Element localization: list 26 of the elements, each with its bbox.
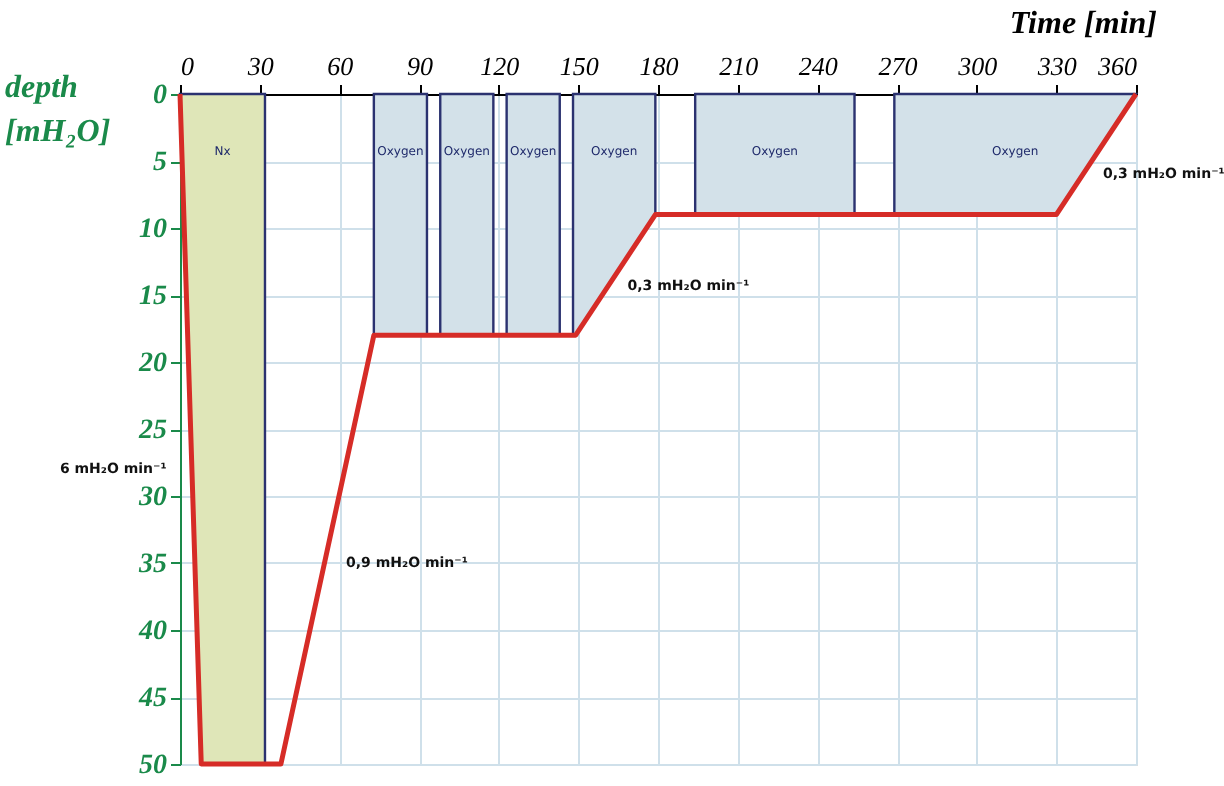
x-tick-label: 30 bbox=[245, 51, 275, 81]
y-tick-label: 50 bbox=[139, 751, 167, 781]
y-tick-label: 25 bbox=[137, 416, 167, 446]
x-tick-label: 300 bbox=[956, 51, 999, 81]
y-tick-label: 35 bbox=[137, 550, 167, 580]
x-tick-label: 240 bbox=[798, 51, 839, 81]
y-tick-label: 30 bbox=[137, 483, 167, 513]
x-tick-label: 210 bbox=[719, 51, 760, 81]
x-tick-label: 150 bbox=[559, 51, 600, 81]
y-tick-label: 5 bbox=[153, 148, 167, 178]
y-axis-title: depth [mH₂O] bbox=[5, 71, 111, 149]
x-tick-label: 270 bbox=[878, 51, 919, 81]
x-tick-label: 90 bbox=[407, 51, 434, 81]
y-tick-label: 15 bbox=[139, 282, 167, 312]
x-tick-label: 180 bbox=[639, 51, 680, 81]
x-axis-title: Time [min] bbox=[1009, 7, 1157, 41]
y-tick-label: 20 bbox=[137, 349, 167, 379]
y-tick-label: 10 bbox=[139, 215, 167, 245]
x-tick-label: 120 bbox=[480, 51, 521, 81]
x-tick-label: 60 bbox=[327, 51, 355, 81]
y-tick-label: 40 bbox=[137, 617, 167, 647]
x-tick-label: 0 bbox=[181, 51, 195, 81]
x-tick-label: 330 bbox=[1035, 51, 1078, 81]
y-tick-label: 45 bbox=[137, 684, 167, 714]
y-tick-label: 0 bbox=[153, 81, 167, 111]
x-tick-label: 360 bbox=[1096, 51, 1138, 81]
